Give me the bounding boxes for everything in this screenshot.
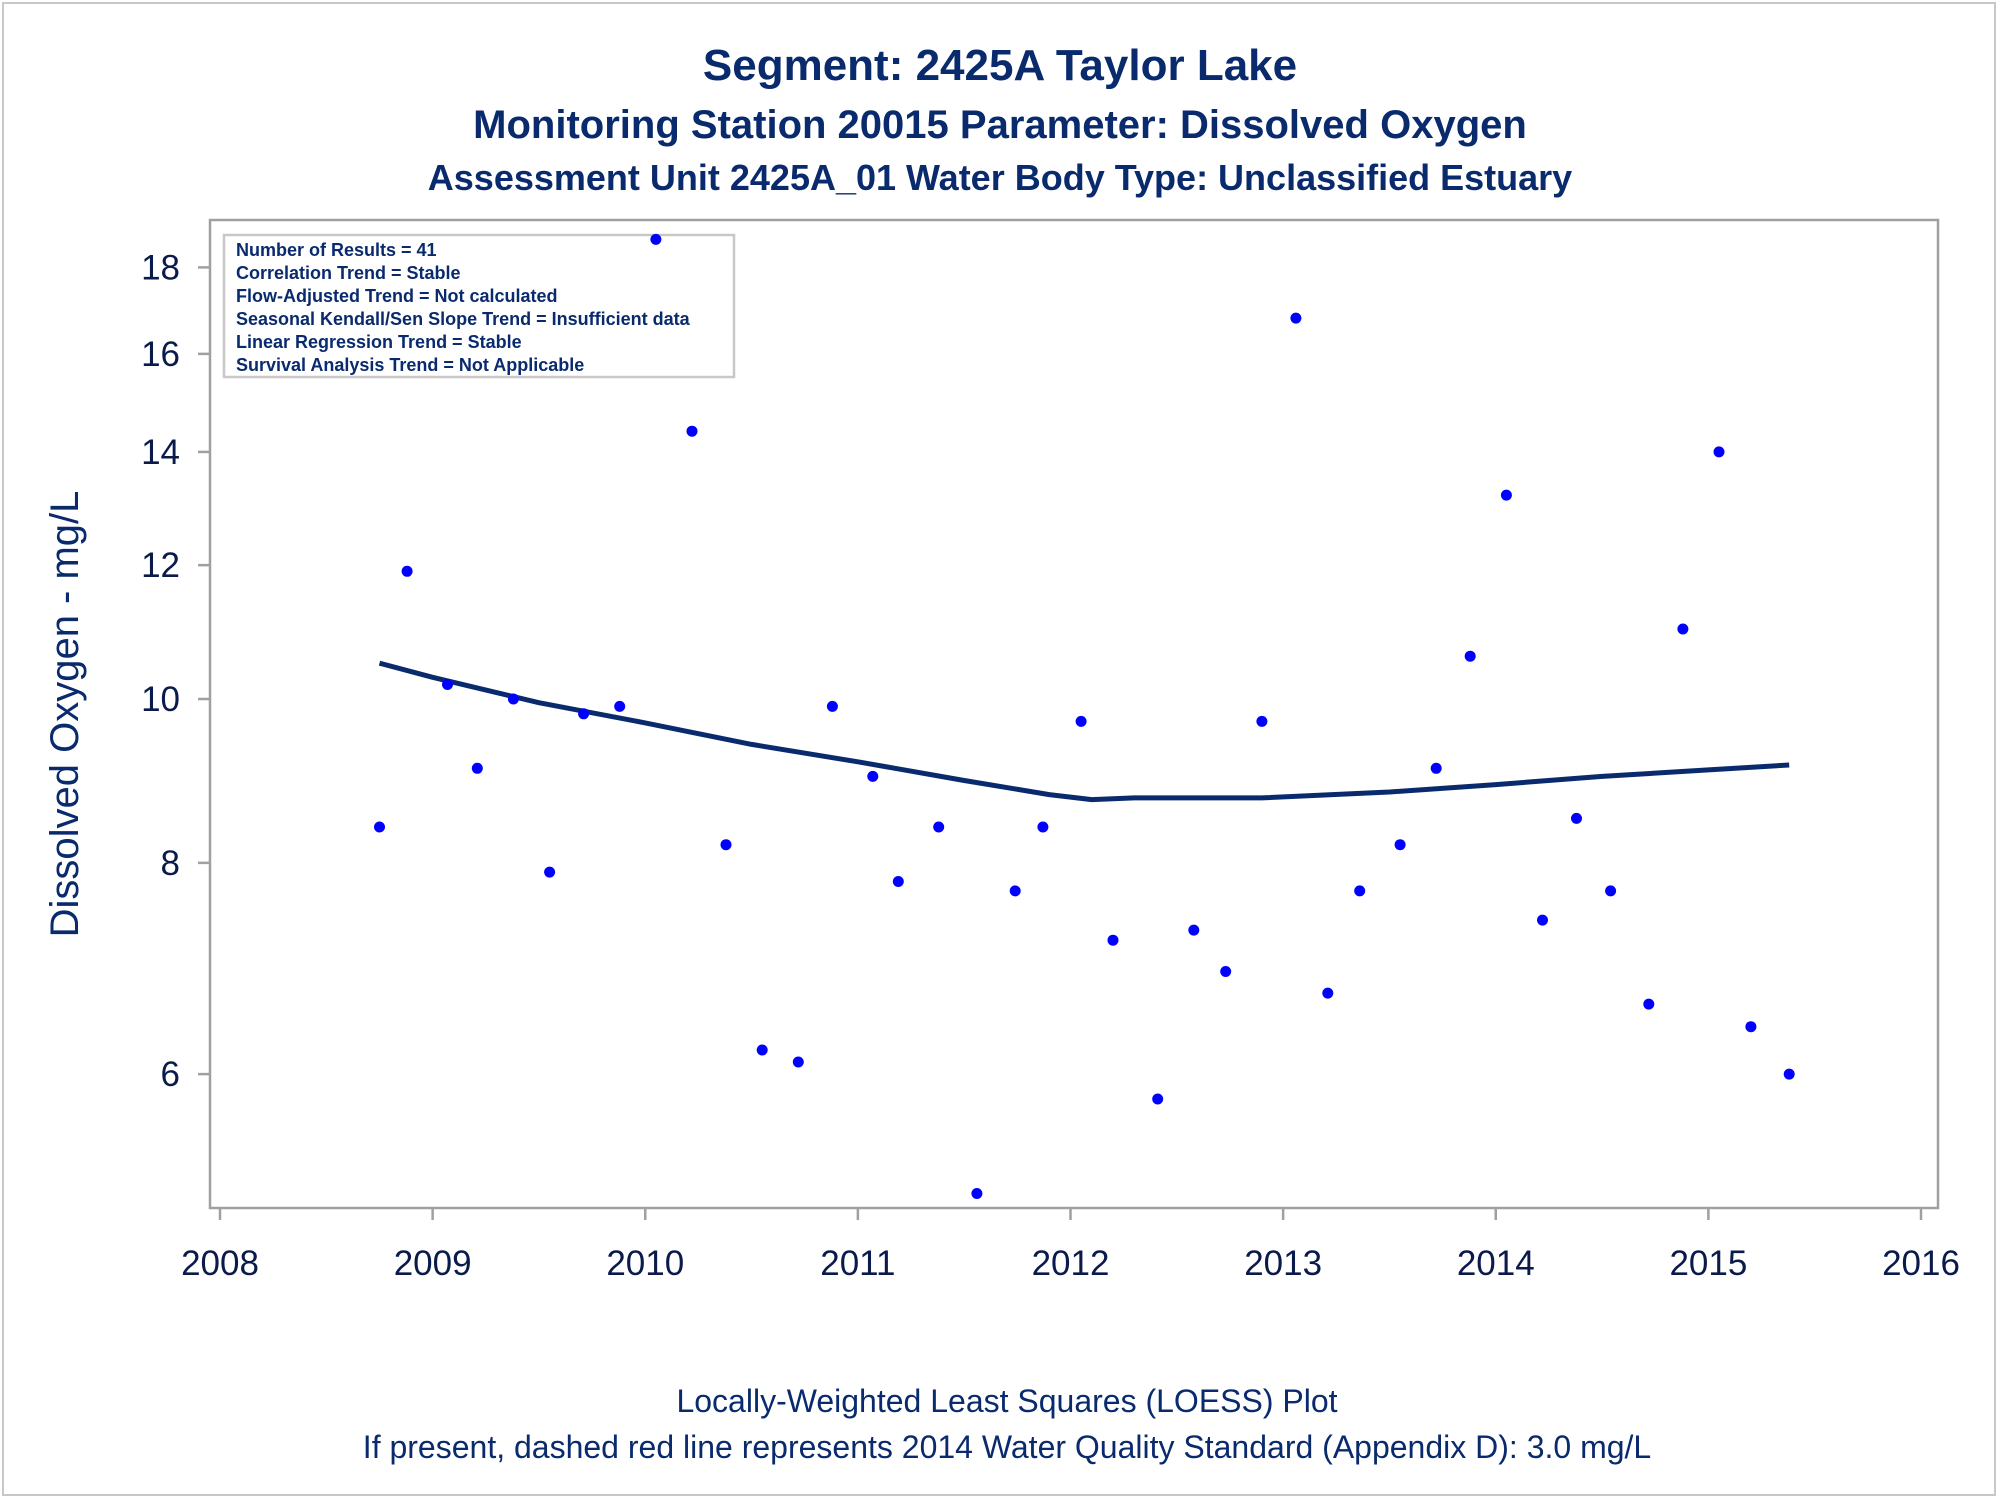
info-line: Seasonal Kendall/Sen Slope Trend = Insuf… [236, 309, 691, 329]
x-axis: 2008 2009 2010 2011 2012 2013 2014 2015 2016 [181, 1208, 1960, 1283]
data-point [1643, 998, 1655, 1010]
info-line: Survival Analysis Trend = Not Applicable [236, 355, 584, 375]
y-tick-label: 10 [141, 680, 180, 719]
loess-line [378, 660, 1790, 803]
data-point [1188, 924, 1200, 936]
y-tick-label: 14 [141, 433, 180, 472]
chart-title: Segment: 2425A Taylor Lake [703, 41, 1297, 90]
data-point [971, 1188, 983, 1199]
data-point [792, 1056, 804, 1068]
data-point [867, 770, 879, 782]
x-tick-label: 2011 [820, 1244, 895, 1283]
x-tick-label: 2015 [1669, 1244, 1747, 1283]
data-point [1075, 715, 1087, 727]
info-box-border [222, 233, 736, 379]
info-line: Correlation Trend = Stable [236, 263, 461, 283]
y-tick-label: 18 [141, 248, 180, 287]
data-point [686, 425, 698, 437]
data-point [1500, 489, 1512, 501]
data-point [1605, 885, 1617, 897]
loess-layer [378, 660, 1790, 803]
data-point [1290, 312, 1302, 324]
data-point [1571, 812, 1582, 824]
info-line: Linear Regression Trend = Stable [236, 332, 522, 352]
data-point [1037, 821, 1049, 833]
data-point [507, 693, 519, 705]
data-point [1394, 839, 1406, 851]
data-point [578, 708, 590, 720]
data-point [1322, 987, 1334, 999]
x-tick-label: 2008 [181, 1244, 259, 1283]
y-axis: 6 8 10 12 14 16 18 [141, 248, 210, 1094]
x-tick-label: 2013 [1244, 1244, 1322, 1283]
data-point [720, 839, 732, 851]
data-point [1152, 1093, 1164, 1105]
x-tick-label: 2009 [394, 1244, 472, 1283]
data-point [442, 679, 453, 690]
data-point [1220, 966, 1232, 977]
data-point [756, 1044, 768, 1056]
data-point [933, 821, 945, 833]
x-tick-label: 2016 [1882, 1244, 1960, 1283]
footnote-1: Locally-Weighted Least Squares (LOESS) P… [676, 1383, 1337, 1419]
data-point [1713, 446, 1725, 458]
chart-subtitle-1: Monitoring Station 20015 Parameter: Diss… [473, 103, 1527, 147]
scatter-points [374, 233, 1795, 1199]
data-point [1783, 1068, 1795, 1080]
data-point [1537, 914, 1548, 926]
data-point [1677, 623, 1689, 635]
data-point [1464, 650, 1476, 662]
data-point [1354, 885, 1366, 897]
data-point [892, 876, 904, 887]
y-tick-label: 16 [141, 335, 180, 374]
data-point [614, 700, 626, 712]
data-point [1430, 762, 1442, 774]
info-line: Number of Results = 41 [236, 240, 437, 260]
y-tick-label: 8 [161, 844, 180, 883]
x-tick-label: 2010 [606, 1244, 684, 1283]
data-point [1256, 715, 1268, 727]
plot-area [208, 218, 1940, 1210]
data-point [471, 762, 483, 774]
info-line: Flow-Adjusted Trend = Not calculated [236, 286, 558, 306]
data-point [650, 233, 662, 245]
y-tick-label: 12 [141, 546, 180, 585]
data-point [1009, 885, 1021, 897]
y-tick-label: 6 [161, 1055, 180, 1094]
data-point [374, 821, 385, 833]
data-point [401, 565, 413, 577]
x-tick-label: 2012 [1032, 1244, 1110, 1283]
chart-subtitle-2: Assessment Unit 2425A_01 Water Body Type… [428, 157, 1572, 198]
data-point [544, 866, 556, 878]
data-point [1107, 934, 1119, 946]
data-point [1745, 1021, 1757, 1033]
x-tick-label: 2014 [1457, 1244, 1535, 1283]
data-point [826, 700, 838, 712]
trend-info-box: Number of Results = 41 Correlation Trend… [222, 233, 736, 379]
footnote-2: If present, dashed red line represents 2… [363, 1429, 1651, 1465]
y-axis-label: Dissolved Oxygen - mg/L [43, 491, 87, 938]
